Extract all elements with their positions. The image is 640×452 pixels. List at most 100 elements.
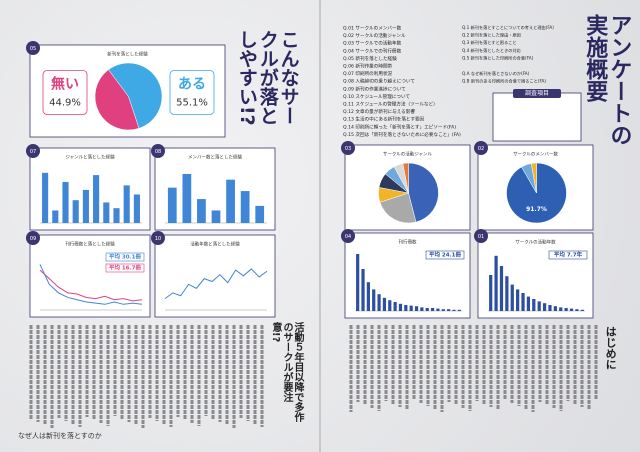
bar — [398, 303, 403, 311]
bar — [113, 208, 120, 223]
bar — [356, 254, 360, 311]
chart-badge — [151, 144, 165, 158]
annotation: 平均 24.1冊 — [429, 251, 461, 259]
chart-number: 09 — [30, 236, 36, 242]
bar — [521, 293, 525, 311]
pie-value-label: 55.1% — [176, 98, 208, 109]
left-footer: なぜ人は新刊を落とすのか — [18, 432, 102, 440]
question-item-b: Q.B 新刊のある印刷所の合意で困ること(FA) — [462, 78, 546, 85]
bar — [548, 305, 552, 311]
chart-badge — [26, 144, 40, 158]
bar — [211, 210, 221, 223]
bar — [489, 275, 493, 311]
chart-number: 05 — [30, 46, 36, 52]
annotation: 平均 7.7年 — [554, 251, 583, 259]
bar — [430, 308, 435, 311]
chart-card — [154, 234, 276, 318]
left-title: こんなサークルが落としやすい!? — [235, 30, 300, 126]
question-item: Q.09 新刊の作業進捗について — [343, 85, 406, 92]
bar — [564, 308, 568, 311]
bar — [377, 294, 381, 311]
question-item: Q.02 サークルの活動ジャンル — [343, 32, 406, 39]
pie-slice — [402, 162, 409, 194]
survey-box-title: 調査項目 — [525, 89, 549, 97]
chart-title: ジャンルと落とした経験 — [65, 154, 115, 161]
bar — [414, 306, 419, 311]
bar — [575, 309, 579, 311]
bar — [526, 296, 531, 311]
chart-title: サークルの活動年数 — [515, 239, 556, 246]
chart-badge — [341, 141, 355, 155]
bar — [420, 307, 424, 311]
bar — [182, 173, 192, 223]
question-item: Q.01 サークルのメンバー数 — [343, 25, 402, 32]
bar — [559, 307, 563, 311]
bar — [452, 309, 456, 311]
bar — [93, 175, 100, 223]
chart-badge — [341, 229, 355, 243]
pie-side-label-box — [42, 70, 88, 115]
left-headline: 活動５年目以降で多作のサークルが要注意!? — [270, 322, 303, 422]
chart-title: サークルの活動ジャンル — [383, 151, 433, 158]
pie-value-label: 91.7% — [526, 206, 547, 213]
bar — [366, 282, 370, 311]
line-series — [164, 268, 268, 300]
bar — [542, 303, 547, 311]
bar — [82, 189, 89, 223]
question-item-b: Q.1 新刊を落とすことについての考えと理由(FA) — [462, 24, 554, 31]
chart-title: 刊行冊数と落とした経験 — [65, 241, 115, 248]
question-item: Q.03 サークルでの活動年数 — [343, 40, 402, 47]
pie-slice — [379, 192, 417, 224]
chart-badge — [474, 229, 488, 243]
bar — [569, 308, 574, 311]
bar — [553, 306, 557, 311]
bar — [388, 300, 392, 311]
bar — [404, 305, 408, 311]
chart-badge — [151, 231, 165, 245]
pie-slice — [530, 162, 537, 194]
bar — [167, 187, 177, 223]
bar — [255, 205, 265, 223]
bar — [240, 191, 250, 223]
bar — [133, 194, 140, 223]
chart-card — [344, 232, 471, 319]
bar — [537, 301, 541, 311]
pie-slice — [94, 69, 140, 131]
pie-slice — [408, 162, 439, 223]
bar — [457, 309, 461, 311]
bar — [72, 200, 79, 223]
annotation: 平均 30.1冊 — [109, 253, 141, 261]
question-item: Q.06 新刊作業の時間帯 — [343, 63, 393, 70]
bar — [372, 289, 376, 311]
question-item: Q.07 印刷所の利用状況 — [343, 70, 393, 77]
question-item: Q.05 新刊を落とした経験 — [343, 55, 397, 62]
chart-title: 刊行冊数 — [399, 239, 417, 246]
chart-number: 08 — [155, 149, 161, 155]
line-series — [39, 269, 143, 302]
chart-badge — [26, 41, 40, 55]
bar — [226, 179, 235, 223]
bar — [52, 210, 59, 223]
annotation-box — [548, 250, 588, 260]
gutter — [319, 0, 321, 452]
question-item-b: Q.2 新刊を落とした理由・原因 — [462, 32, 521, 39]
bar — [409, 305, 413, 311]
line-series — [39, 264, 143, 305]
bar — [532, 299, 536, 311]
annotation-box — [105, 263, 145, 273]
bar — [42, 172, 49, 223]
survey-box — [492, 92, 582, 142]
chart-number: 04 — [345, 234, 351, 240]
chart-number: 03 — [345, 146, 351, 152]
bar — [510, 284, 514, 311]
bar — [516, 289, 520, 311]
bar — [393, 302, 397, 311]
chart-title: メンバー数と落とした経験 — [188, 154, 242, 161]
chart-title: 活動年数と落とした経験 — [190, 241, 240, 248]
pie-category-label: 無い — [51, 76, 79, 93]
question-item-b: Q.4 新刊を落としたときの対応 — [462, 47, 522, 54]
bar — [197, 199, 206, 223]
chart-number: 07 — [30, 149, 36, 155]
chart-card — [29, 147, 151, 231]
